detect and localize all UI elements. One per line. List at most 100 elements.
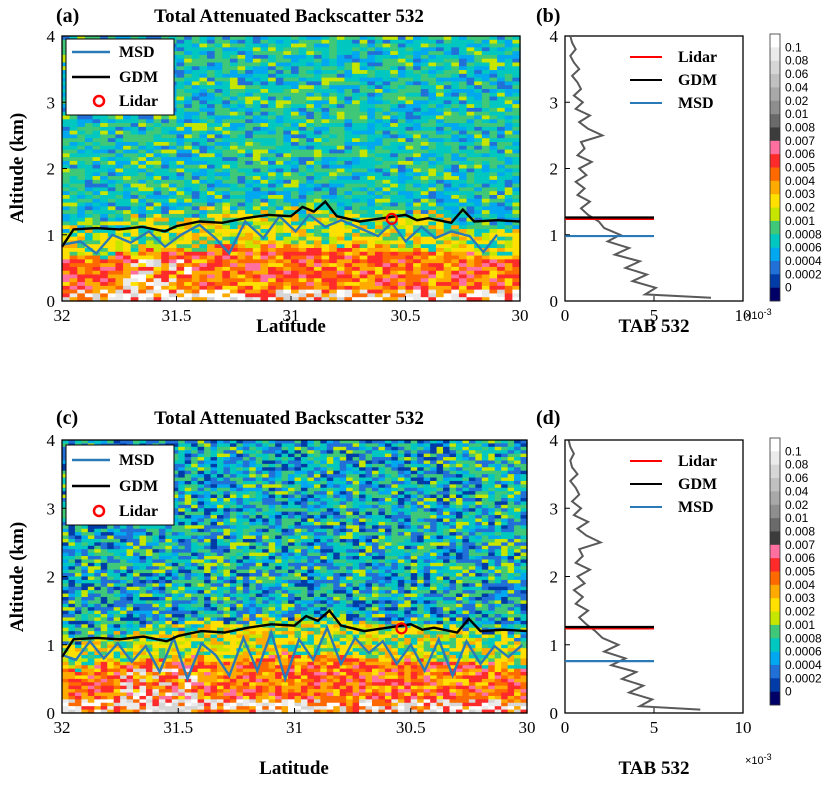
heatmap-cell (322, 78, 330, 82)
heatmap-cell (398, 176, 406, 180)
heatmap-cell (398, 460, 405, 464)
heatmap-cell (245, 142, 253, 146)
heatmap-cell (146, 199, 154, 203)
heatmap-cell (505, 214, 513, 218)
heatmap-cell (177, 40, 185, 44)
heatmap-cell (123, 210, 131, 214)
heatmap-cell (85, 210, 93, 214)
heatmap-cell (375, 97, 383, 101)
heatmap-cell (314, 199, 322, 203)
heatmap-cell (375, 63, 383, 67)
heatmap-cell (276, 282, 284, 286)
heatmap-cell (366, 443, 373, 447)
heatmap-cell (268, 134, 276, 138)
colorbar-swatch (770, 168, 780, 182)
heatmap-cell (406, 142, 414, 146)
heatmap-cell (306, 93, 314, 97)
heatmap-cell (352, 206, 360, 210)
heatmap-cell (329, 229, 337, 233)
heatmap-cell (367, 282, 375, 286)
heatmap-cell (154, 153, 162, 157)
heatmap-cell (146, 252, 154, 256)
heatmap-cell (299, 172, 307, 176)
heatmap-cell (390, 116, 398, 120)
heatmap-cell (421, 256, 429, 260)
heatmap-cell (217, 457, 224, 461)
heatmap-cell (100, 127, 108, 131)
heatmap-cell (474, 146, 482, 150)
heatmap-cell (215, 119, 223, 123)
heatmap-cell (299, 119, 307, 123)
heatmap-cell (245, 267, 253, 271)
heatmap-cell (222, 146, 230, 150)
heatmap-cell (413, 282, 421, 286)
heatmap-cell (115, 146, 123, 150)
heatmap-cell (314, 112, 322, 116)
heatmap-cell (154, 191, 162, 195)
heatmap-cell (169, 116, 177, 120)
heatmap-cell (199, 59, 207, 63)
heatmap-cell (489, 267, 497, 271)
heatmap-cell (100, 278, 108, 282)
heatmap-cell (436, 187, 444, 191)
heatmap-cell (413, 172, 421, 176)
heatmap-cell (184, 290, 192, 294)
heatmap-cell (222, 282, 230, 286)
heatmap-cell (131, 252, 139, 256)
heatmap-cell (299, 108, 307, 112)
heatmap-cell (459, 47, 467, 51)
heatmap-cell (421, 244, 429, 248)
heatmap-cell (123, 191, 131, 195)
heatmap-cell (383, 169, 391, 173)
heatmap-cell (378, 447, 385, 451)
heatmap-cell (329, 259, 337, 263)
heatmap-cell (436, 146, 444, 150)
heatmap-cell (474, 59, 482, 63)
heatmap-cell (131, 263, 139, 267)
heatmap-cell (199, 119, 207, 123)
heatmap-cell (177, 93, 185, 97)
heatmap-cell (444, 237, 452, 241)
heatmap-cell (421, 248, 429, 252)
heatmap-cell (276, 153, 284, 157)
heatmap-cell (161, 199, 169, 203)
heatmap-cell (288, 467, 295, 471)
heatmap-cell (413, 93, 421, 97)
heatmap-cell (146, 263, 154, 267)
heatmap-cell (467, 146, 475, 150)
heatmap-cell (77, 271, 85, 275)
heatmap-cell (360, 119, 368, 123)
heatmap-cell (291, 176, 299, 180)
heatmap-cell (192, 187, 200, 191)
heatmap-cell (444, 131, 452, 135)
heatmap-cell (428, 116, 436, 120)
heatmap-cell (299, 93, 307, 97)
heatmap-cell (146, 153, 154, 157)
heatmap-cell (451, 184, 459, 188)
heatmap-cell (413, 70, 421, 74)
heatmap-cell (306, 134, 314, 138)
heatmap-cell (268, 180, 276, 184)
heatmap-cell (184, 267, 192, 271)
heatmap-cell (489, 157, 497, 161)
heatmap-cell (123, 222, 131, 226)
heatmap-cell (260, 267, 268, 271)
heatmap-cell (467, 108, 475, 112)
heatmap-cell (245, 271, 253, 275)
heatmap-cell (451, 123, 459, 127)
heatmap-cell (459, 44, 467, 48)
heatmap-cell (299, 138, 307, 142)
heatmap-cell (398, 290, 406, 294)
heatmap-cell (451, 108, 459, 112)
heatmap-cell (406, 93, 414, 97)
heatmap-cell (184, 271, 192, 275)
heatmap-cell (307, 443, 314, 447)
heatmap-cell (70, 131, 78, 135)
heatmap-cell (85, 176, 93, 180)
heatmap-cell (428, 282, 436, 286)
heatmap-cell (428, 176, 436, 180)
heatmap-cell (314, 146, 322, 150)
heatmap-cell (437, 454, 444, 458)
heatmap-cell (390, 233, 398, 237)
heatmap-cell (245, 104, 253, 108)
